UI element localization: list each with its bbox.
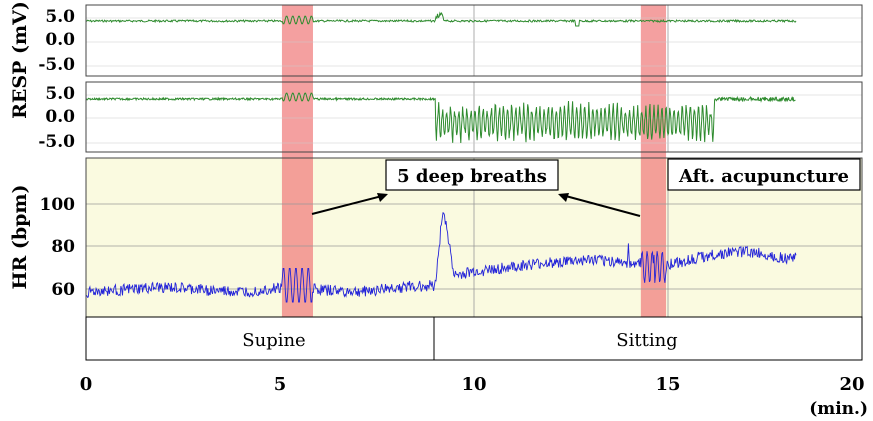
resp1-ytick-neg5: -5.0 <box>38 55 75 75</box>
arrowhead-right <box>558 193 569 202</box>
resp-y-axis-label: RESP (mV) <box>9 1 31 119</box>
resp2-series-line <box>85 92 796 144</box>
hr-ytick-80: 80 <box>51 237 75 257</box>
resp1-series-line <box>85 11 797 27</box>
xtick-5: 5 <box>274 374 287 395</box>
after-acupuncture-label: Aft. acupuncture <box>678 166 849 187</box>
x-axis-unit: (min.) <box>809 399 868 419</box>
resp1-frame <box>85 4 863 77</box>
highlight-band-2 <box>640 5 667 317</box>
highlight-band-1 <box>281 5 313 317</box>
after-acupuncture-box <box>667 158 861 191</box>
hr-y-axis-label: HR (bpm) <box>9 184 31 289</box>
x-axis-ticks: 0 5 10 15 20 <box>80 374 865 395</box>
hr-series-line <box>85 212 797 303</box>
resp2-ytick-5: 5.0 <box>45 84 75 104</box>
resp1-ytick-5: 5.0 <box>45 7 75 27</box>
resp1-y-ticks: 5.0 0.0 -5.0 <box>38 7 75 75</box>
xtick-20: 20 <box>839 374 864 395</box>
phase-label-supine: Supine <box>242 330 305 351</box>
xtick-15: 15 <box>655 374 680 395</box>
xtick-0: 0 <box>80 374 93 395</box>
resp2-frame <box>85 81 863 153</box>
arrow-left <box>311 194 387 215</box>
resp1-ytick-0: 0.0 <box>45 30 75 50</box>
xtick-10: 10 <box>461 374 486 395</box>
hr-ytick-60: 60 <box>51 280 75 300</box>
deep-breaths-label: 5 deep breaths <box>397 166 547 187</box>
phase-bar <box>85 316 863 361</box>
deep-breaths-box <box>385 159 559 191</box>
resp2-y-ticks: 5.0 0.0 -5.0 <box>38 84 75 152</box>
hr-y-ticks: 100 80 60 <box>40 195 76 300</box>
phase-label-sitting: Sitting <box>616 330 677 351</box>
resp2-ytick-0: 0.0 <box>45 107 75 127</box>
resp2-ytick-neg5: -5.0 <box>38 132 75 152</box>
arrowhead-left <box>377 193 388 202</box>
arrow-right <box>561 194 641 217</box>
hr-ytick-100: 100 <box>40 195 76 215</box>
